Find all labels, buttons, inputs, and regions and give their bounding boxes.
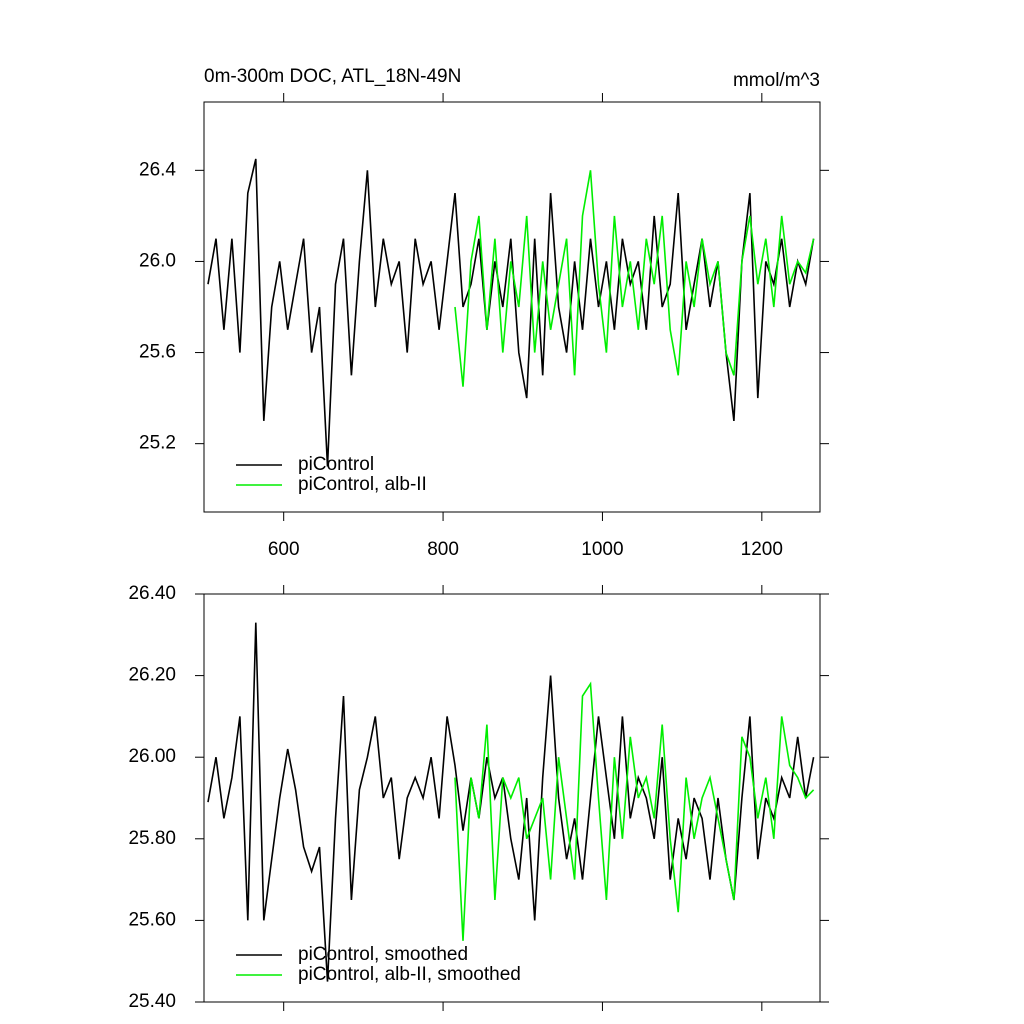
y-tick-label: 25.2 <box>139 433 176 454</box>
legend-label: piControl, smoothed <box>298 944 468 965</box>
unit-label: mmol/m^3 <box>733 70 820 91</box>
data-line <box>454 170 815 387</box>
series-group <box>207 622 815 982</box>
series-group <box>207 158 815 467</box>
x-tick-label: 1200 <box>741 539 783 560</box>
data-line <box>207 622 815 982</box>
y-tick-label: 25.60 <box>128 909 176 930</box>
y-tick-label: 26.40 <box>128 583 176 604</box>
y-tick-label: 25.6 <box>139 342 176 363</box>
legend-label: piControl <box>298 454 374 475</box>
plot-frame <box>203 593 821 1003</box>
x-tick-label: 800 <box>427 539 459 560</box>
y-tick-label: 25.80 <box>128 828 176 849</box>
y-tick-label: 26.20 <box>128 665 176 686</box>
chart-title: 0m-300m DOC, ATL_18N-49N <box>204 66 461 87</box>
y-tick-label: 26.00 <box>128 746 176 767</box>
legend-label: piControl, alb-II, smoothed <box>298 964 521 985</box>
legend-label: piControl, alb-II <box>298 474 427 495</box>
y-tick-label: 26.4 <box>139 159 176 180</box>
y-tick-label: 26.0 <box>139 250 176 271</box>
x-tick-label: 1000 <box>581 539 623 560</box>
data-line <box>207 158 815 467</box>
data-line <box>454 681 815 941</box>
y-tick-label: 25.40 <box>128 991 176 1012</box>
plot-frame <box>203 101 821 513</box>
x-tick-label: 600 <box>268 539 300 560</box>
